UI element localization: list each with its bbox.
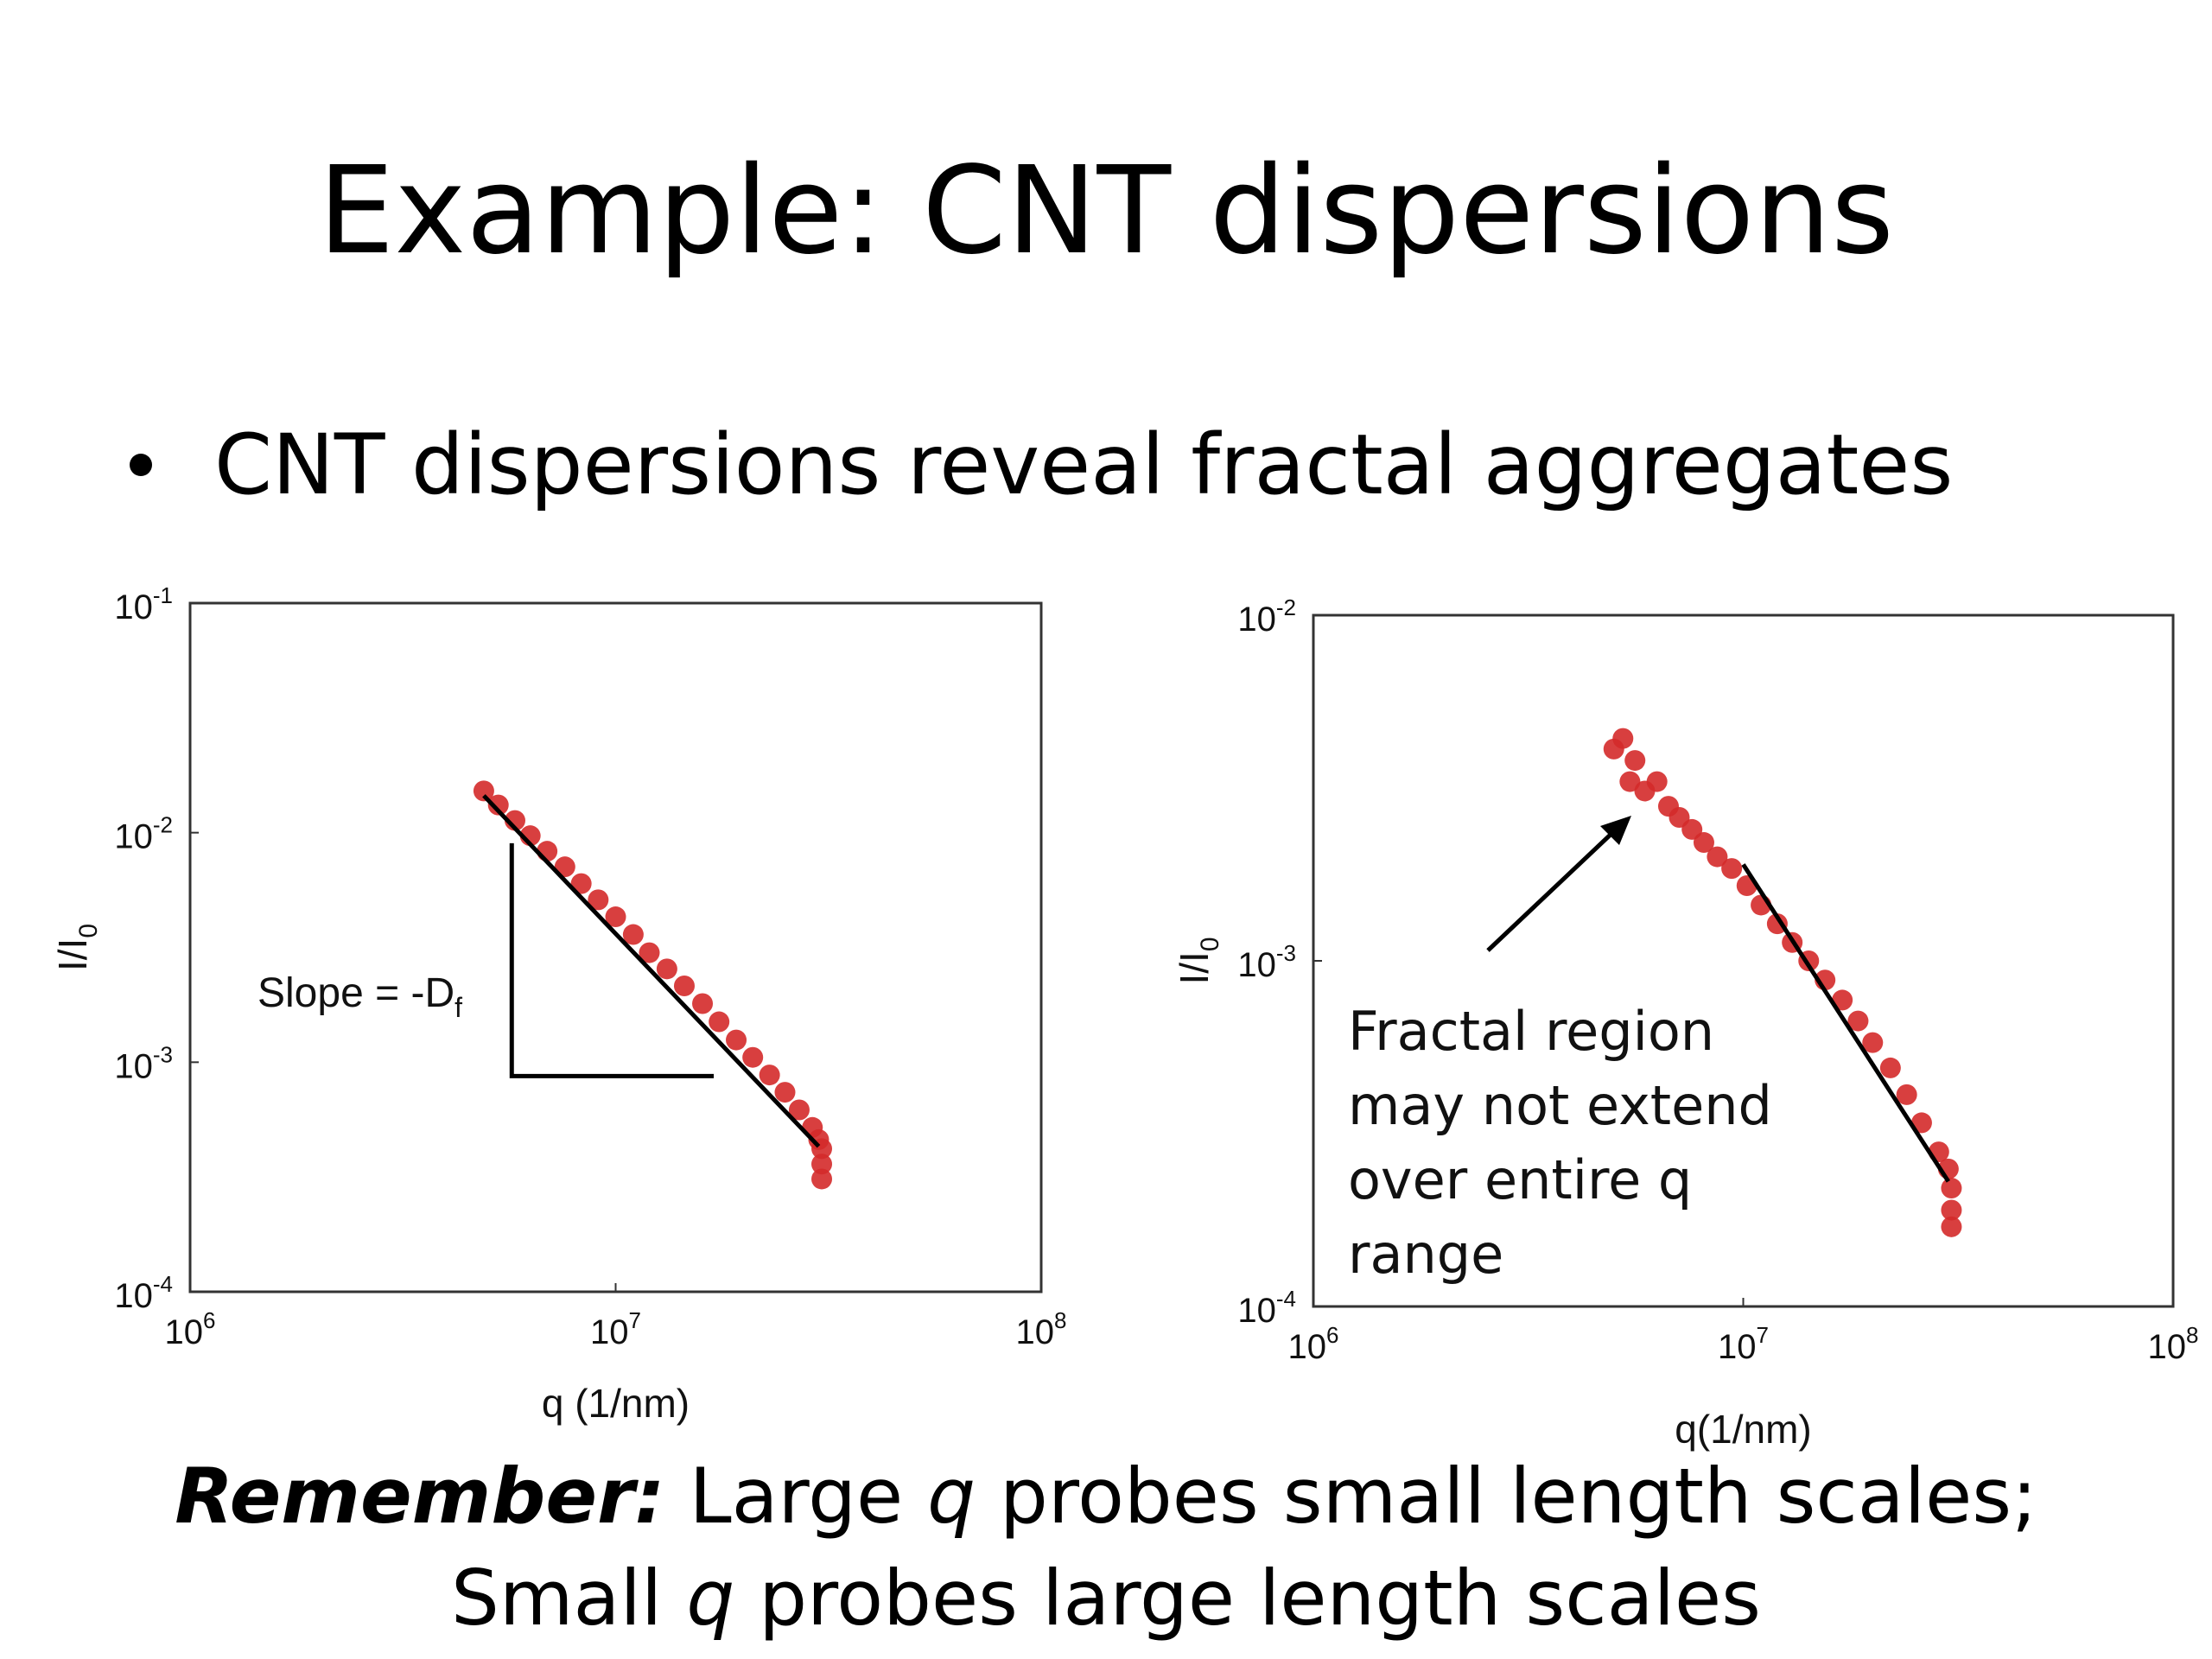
data-point xyxy=(759,1065,780,1086)
y-tick-label: 10-1 xyxy=(114,582,173,626)
data-point xyxy=(1879,1057,1901,1078)
data-point xyxy=(622,924,644,945)
x-tick-label: 106 xyxy=(165,1307,216,1351)
y-tick-label: 10-4 xyxy=(1237,1286,1296,1330)
data-point xyxy=(554,856,575,878)
annotation-line: may not extend xyxy=(1348,1074,1772,1137)
data-point xyxy=(726,1029,747,1051)
data-point xyxy=(656,958,677,980)
fit-line xyxy=(482,794,821,1148)
x-tick-label: 106 xyxy=(1288,1322,1339,1366)
data-point xyxy=(639,942,660,963)
slope-triangle xyxy=(509,842,714,1078)
y-axis-label: I/I0 xyxy=(1172,937,1224,984)
data-point xyxy=(1693,832,1714,854)
data-point xyxy=(1721,858,1743,880)
data-point xyxy=(588,889,609,911)
data-point xyxy=(1646,771,1668,792)
data-point xyxy=(570,873,592,894)
slope-annotation: Slope = -Df xyxy=(257,970,462,1023)
y-axis-label: I/I0 xyxy=(50,924,103,971)
annotation-line: range xyxy=(1348,1223,1503,1286)
data-point xyxy=(692,993,714,1014)
data-point xyxy=(1619,771,1641,792)
x-axis-label: q(1/nm) xyxy=(1675,1407,1811,1452)
data-point xyxy=(1847,1010,1869,1032)
data-point xyxy=(473,780,494,802)
y-tick-label: 10-3 xyxy=(114,1041,173,1085)
x-tick-label: 108 xyxy=(1016,1307,1067,1351)
data-point xyxy=(1612,728,1634,749)
footer-line-2: Small q probes large length scales xyxy=(0,1551,2212,1646)
arrow-head-icon xyxy=(1600,816,1631,845)
data-point xyxy=(1896,1084,1917,1105)
data-point xyxy=(1941,1199,1962,1221)
page-title: Example: CNT dispersions xyxy=(318,141,1894,282)
y-tick-label: 10-2 xyxy=(114,812,173,856)
fit-line xyxy=(1741,863,1950,1183)
data-point xyxy=(742,1046,764,1068)
bullet-dot-icon xyxy=(130,454,152,476)
data-point xyxy=(709,1011,730,1033)
data-point xyxy=(1941,1178,1962,1199)
data-point xyxy=(788,1099,810,1121)
y-tick-label: 10-3 xyxy=(1237,940,1296,984)
arrow-shaft xyxy=(1486,830,1616,952)
data-point xyxy=(673,976,695,997)
data-point xyxy=(1941,1216,1962,1237)
annotation-line: over entire q xyxy=(1348,1148,1692,1211)
footer-line-1: Remember: Large q probes small length sc… xyxy=(0,1449,2212,1544)
x-tick-label: 107 xyxy=(1718,1322,1769,1366)
x-tick-label: 107 xyxy=(590,1307,641,1351)
y-tick-label: 10-2 xyxy=(1237,594,1296,639)
data-point xyxy=(1832,989,1853,1011)
data-point xyxy=(774,1082,796,1103)
data-point xyxy=(811,1168,833,1190)
footer-text-2b: probes large length scales xyxy=(734,1554,1762,1643)
data-point xyxy=(1910,1112,1932,1134)
footer-text-2a: Small xyxy=(450,1554,687,1643)
x-tick-label: 108 xyxy=(2148,1322,2199,1366)
y-tick-label: 10-4 xyxy=(114,1271,173,1315)
footer-q-2: q xyxy=(686,1554,735,1643)
footer-text-1a: Large xyxy=(664,1452,928,1541)
annotation-line: Fractal region xyxy=(1348,1000,1714,1063)
data-point xyxy=(605,906,626,928)
x-axis-label: q (1/nm) xyxy=(542,1381,690,1426)
footer-text-1b: probes small length scales; xyxy=(975,1452,2037,1541)
data-point xyxy=(1707,846,1728,868)
data-point xyxy=(487,794,509,816)
annotation-backing xyxy=(1331,1002,1754,1292)
data-point xyxy=(1624,750,1646,772)
bullet-text: CNT dispersions reveal fractal aggregate… xyxy=(214,416,1954,513)
remember-label: Remember: xyxy=(175,1452,665,1541)
footer-q-1: q xyxy=(927,1452,976,1541)
data-point xyxy=(811,1154,833,1175)
data-point xyxy=(1862,1032,1884,1053)
bullet-item: CNT dispersions reveal fractal aggregate… xyxy=(130,413,1953,517)
